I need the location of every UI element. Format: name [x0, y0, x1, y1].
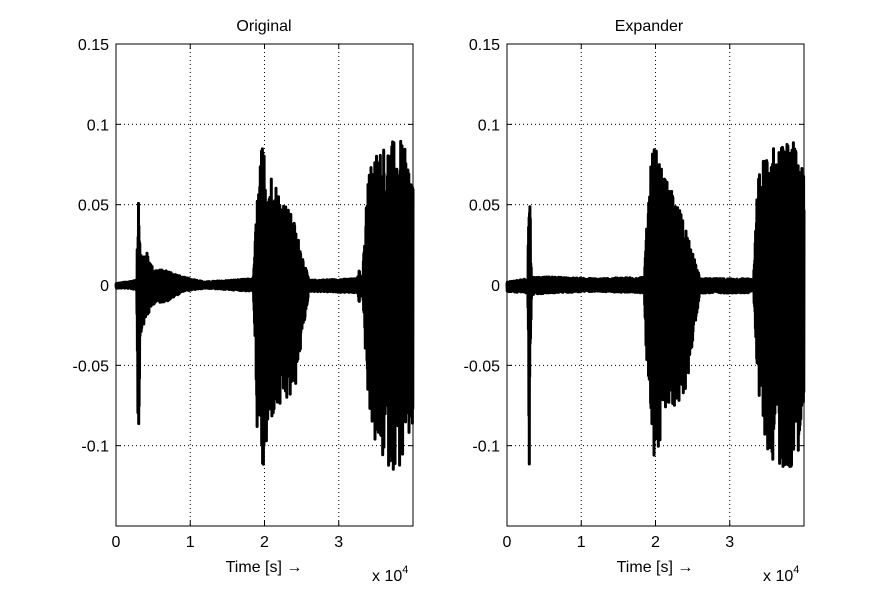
- y-tick-label: 0.05: [78, 198, 109, 215]
- x-tick-label: 0: [503, 534, 512, 551]
- original-axes: 0 1 2 3 0.15 0.1 0.05 0 -0.05 -0.1 Original Time …: [73, 18, 415, 585]
- y-tick-label: -0.05: [464, 358, 501, 375]
- y-tick-label: -0.05: [73, 358, 110, 375]
- chart-title: Original: [236, 18, 291, 35]
- x-axis-label: Time [s] →: [226, 559, 303, 576]
- y-tick-label: -0.1: [472, 439, 500, 456]
- y-tick-label: 0.1: [478, 117, 500, 134]
- y-tick-label: 0.1: [87, 117, 109, 134]
- x-tick-label: 2: [260, 534, 269, 551]
- chart-title: Expander: [615, 18, 684, 35]
- x-tick-label: 3: [334, 534, 343, 551]
- y-tick-label: -0.1: [81, 439, 109, 456]
- x-axis-multiplier: x 104: [372, 564, 408, 585]
- y-tick-label: 0: [100, 278, 109, 295]
- waveform-series: [505, 141, 806, 468]
- ticks: 0 1 2 3 0.15 0.1 0.05 0 -0.05 -0.1: [73, 37, 413, 551]
- x-tick-label: 0: [112, 534, 121, 551]
- y-tick-label: 0.15: [78, 37, 109, 54]
- x-tick-label: 3: [725, 534, 734, 551]
- expander-axes: 0 1 2 3 0.15 0.1 0.05 0 -0.05 -0.1 Expander Time …: [464, 18, 806, 585]
- y-tick-label: 0: [491, 278, 500, 295]
- x-axis-label: Time [s] →: [617, 559, 694, 576]
- y-tick-label: 0.05: [469, 198, 500, 215]
- x-tick-label: 1: [186, 534, 195, 551]
- waveform-series: [114, 139, 415, 471]
- x-axis-multiplier: x 104: [763, 564, 799, 585]
- x-tick-label: 1: [577, 534, 586, 551]
- ticks: 0 1 2 3 0.15 0.1 0.05 0 -0.05 -0.1: [464, 37, 804, 551]
- y-tick-label: 0.15: [469, 37, 500, 54]
- x-tick-label: 2: [651, 534, 660, 551]
- signal-line: [505, 141, 806, 468]
- signal-line: [114, 139, 415, 471]
